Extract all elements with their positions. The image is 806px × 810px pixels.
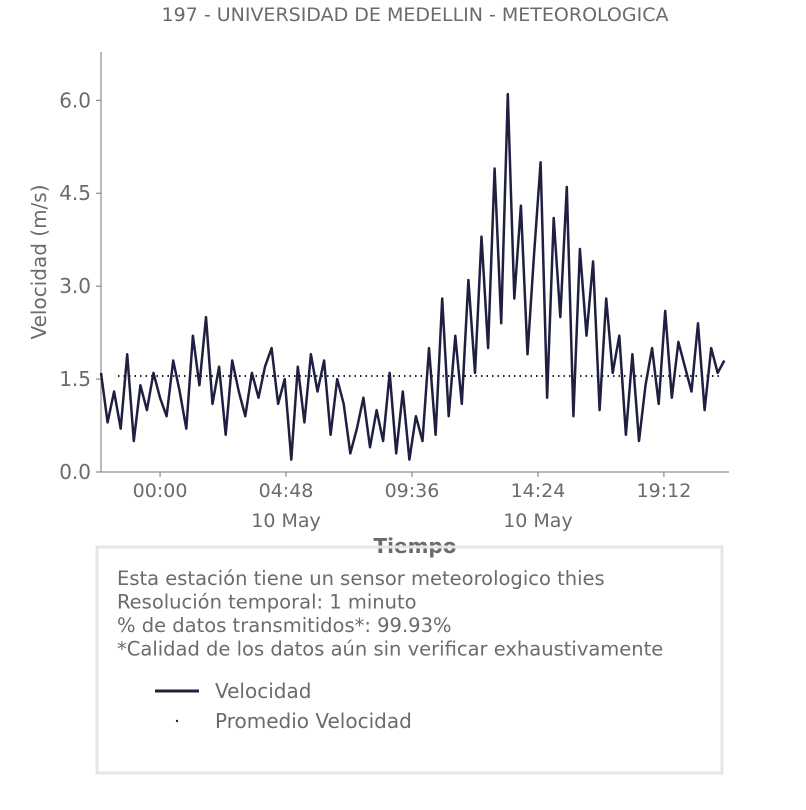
- legend-dot: [175, 719, 179, 723]
- info-text: Esta estación tiene un sensor meteorolog…: [117, 567, 605, 590]
- info-box: [95, 545, 724, 775]
- y-tick-label: 3.0: [59, 274, 91, 298]
- info-text: *Calidad de los datos aún sin verificar …: [117, 638, 663, 661]
- x-tick-date: 10 May: [251, 510, 321, 532]
- y-tick-label: 4.5: [59, 181, 91, 205]
- x-tick-label: 09:36: [385, 480, 440, 502]
- y-tick-label: 1.5: [59, 367, 91, 391]
- series-line: [99, 92, 726, 461]
- x-tick-label: 04:48: [259, 480, 314, 502]
- x-tick-date: 10 May: [503, 510, 573, 532]
- chart-title: 197 - UNIVERSIDAD DE MEDELLIN - METEOROL…: [162, 4, 669, 26]
- x-tick-label: 00:00: [133, 480, 188, 502]
- info-text: Resolución temporal: 1 minuto: [117, 591, 417, 614]
- y-tick-label: 0.0: [59, 460, 91, 484]
- y-tick-label: 6.0: [59, 88, 91, 112]
- info-text: % de datos transmitidos*: 99.93%: [117, 614, 452, 637]
- legend-label: Promedio Velocidad: [215, 709, 412, 733]
- legend-label: Velocidad: [215, 679, 311, 703]
- x-tick-label: 14:24: [511, 480, 566, 502]
- y-axis-label: Velocidad (m/s): [27, 184, 51, 339]
- x-tick-label: 19:12: [637, 480, 692, 502]
